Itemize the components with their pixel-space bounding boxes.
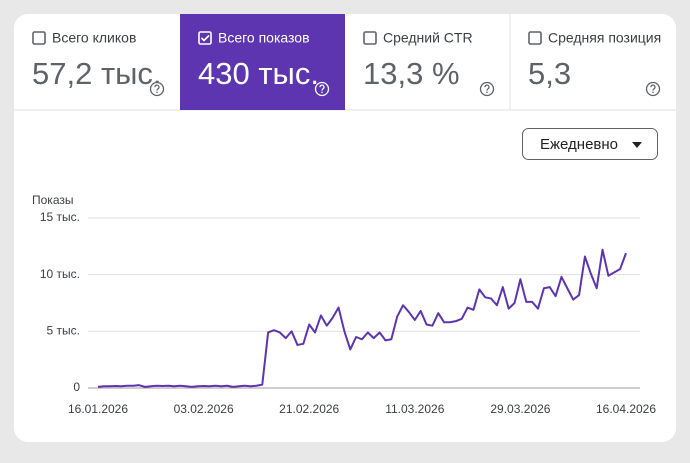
help-icon-dot (321, 91, 323, 94)
dropdown-arrow[interactable] (632, 142, 642, 148)
metric-label: Всего кликов (52, 30, 136, 46)
x-tick-label: 16.04.2026 (596, 402, 656, 416)
y-tick-label: 15 тыс. (40, 210, 80, 224)
help-icon-dot (652, 91, 654, 94)
x-tick-label: 16.01.2026 (68, 402, 128, 416)
help-icon-dot (486, 91, 488, 94)
checkmark (200, 34, 210, 42)
help-icon-mark (319, 84, 325, 91)
x-tick-label: 11.03.2026 (385, 402, 444, 416)
dropdown[interactable]: Ежедневно (522, 128, 658, 160)
metric-tile[interactable]: Средняя позиция 5,3 (509, 14, 661, 110)
metric-tile[interactable]: Средний CTR 13,3 % (363, 30, 495, 97)
help-icon-mark (650, 84, 656, 91)
help-icon-mark (154, 84, 160, 91)
metric-label: Всего показов (218, 30, 310, 46)
metric-tile[interactable]: Всего кликов 57,2 тыс. (32, 30, 165, 97)
checkbox[interactable] (528, 31, 542, 45)
checkbox[interactable] (198, 31, 212, 45)
y-tick-label: 0 (73, 380, 80, 394)
metric-label: Средний CTR (383, 30, 473, 46)
card (14, 14, 676, 442)
x-tick-label: 29.03.2026 (490, 402, 550, 416)
help-icon-mark (484, 84, 490, 91)
metric-tile[interactable]: Всего показов 430 тыс. (180, 14, 345, 110)
x-tick-label: 03.02.2026 (174, 402, 234, 416)
dropdown-box[interactable] (522, 128, 658, 160)
checkbox[interactable] (363, 31, 377, 45)
checkbox[interactable] (32, 31, 46, 45)
y-tick-label: 10 тыс. (40, 267, 80, 281)
x-tick-label: 21.02.2026 (279, 402, 339, 416)
y-axis-label: Показы (32, 193, 73, 207)
metric-value: 13,3 % (363, 56, 460, 91)
metric-value: 5,3 (528, 56, 571, 91)
metric-label: Средняя позиция (548, 30, 661, 46)
dropdown-label[interactable]: Ежедневно (540, 136, 618, 153)
data-line (97, 248, 627, 388)
metric-value: 430 тыс. (198, 56, 319, 91)
y-tick-label: 5 тыс. (47, 324, 80, 338)
metric-value: 57,2 тыс. (32, 56, 162, 91)
help-icon-dot (156, 91, 158, 94)
